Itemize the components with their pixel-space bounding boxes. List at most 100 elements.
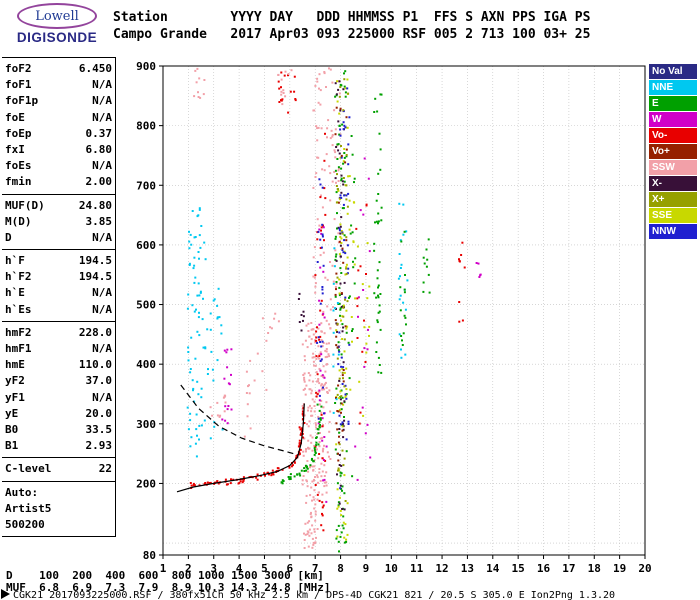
param-row: B0 33.5 bbox=[5, 422, 112, 438]
legend-label: SSE bbox=[652, 210, 673, 221]
legend-label: No Val bbox=[652, 66, 683, 77]
param-group: foF2 6.450 foF1 N/A foF1p N/A foE N/A foEp 0.37 fx… bbox=[2, 58, 115, 195]
param-value: 22 bbox=[98, 462, 112, 476]
param-label: foF2 bbox=[5, 62, 32, 75]
param-value: 20.0 bbox=[85, 406, 113, 420]
param-row: C-level 22 bbox=[5, 461, 112, 477]
param-label: h`F2 bbox=[5, 270, 32, 284]
legend-entry: X- bbox=[649, 176, 697, 191]
param-value: 24.80 bbox=[78, 198, 112, 212]
y-tick-label: 500 bbox=[136, 299, 156, 312]
param-label: C-level bbox=[5, 462, 52, 476]
x-tick-label: 1 bbox=[160, 562, 167, 575]
param-row: foE N/A bbox=[5, 110, 112, 126]
param-value: 2.93 bbox=[85, 439, 113, 453]
param-label: h`E bbox=[5, 286, 25, 300]
param-value: N/A bbox=[92, 110, 112, 124]
distance-row: D 100 200 400 600 800 1000 1500 3000 [km… bbox=[6, 569, 324, 582]
grid-layer bbox=[163, 65, 645, 555]
param-value: 3.85 bbox=[85, 214, 113, 228]
legend-label: Vo- bbox=[652, 130, 668, 141]
param-row: foF1p N/A bbox=[5, 93, 112, 109]
x-tick-label: 15 bbox=[512, 562, 525, 575]
axis-labels: 1 2 3 4 5 6 7 8 9 10 11 12 13 14 15 16 17 18 19 20900800700… bbox=[136, 60, 652, 575]
param-label: foF1p bbox=[5, 94, 39, 108]
param-label: foEs bbox=[5, 159, 32, 173]
param-label: yF2 bbox=[5, 374, 25, 388]
x-tick-label: 7 bbox=[312, 562, 319, 575]
param-label: h`F bbox=[5, 254, 25, 268]
param-value: 228.0 bbox=[78, 325, 112, 339]
legend-entry: NNW bbox=[649, 224, 697, 239]
param-group: h`F 194.5 h`F2 194.5 h`E N/A h`Es N/A bbox=[2, 250, 115, 322]
param-row: fmin 2.00 bbox=[5, 174, 112, 190]
param-value: N/A bbox=[92, 159, 112, 173]
param-row: h`F2 194.5 bbox=[5, 269, 112, 285]
param-label: fxI bbox=[5, 142, 25, 156]
param-label: Artist5 bbox=[5, 501, 52, 515]
param-row: Auto: bbox=[5, 485, 112, 501]
param-row: B1 2.93 bbox=[5, 438, 112, 454]
x-tick-label: 9 bbox=[363, 562, 370, 575]
x-tick-label: 5 bbox=[261, 562, 268, 575]
x-tick-label: 13 bbox=[461, 562, 474, 575]
y-tick-label: 400 bbox=[136, 358, 156, 371]
param-row: MUF(D) 24.80 bbox=[5, 198, 112, 214]
param-label: M(D) bbox=[5, 214, 32, 228]
y-tick-label: 200 bbox=[136, 477, 156, 490]
param-row: yE 20.0 bbox=[5, 406, 112, 422]
x-tick-label: 6 bbox=[287, 562, 294, 575]
x-tick-label: 17 bbox=[562, 562, 575, 575]
y-tick-label: 600 bbox=[136, 239, 156, 252]
x-tick-label: 20 bbox=[638, 562, 651, 575]
param-label: Auto: bbox=[5, 485, 39, 499]
param-value: 110.0 bbox=[78, 358, 112, 372]
y-tick-label: 300 bbox=[136, 418, 156, 431]
param-group: MUF(D) 24.80 M(D) 3.85 D N/A bbox=[2, 195, 115, 251]
param-row: foEp 0.37 bbox=[5, 126, 112, 142]
x-tick-label: 16 bbox=[537, 562, 551, 575]
legend-entry: SSE bbox=[649, 208, 697, 223]
param-value: 37.0 bbox=[85, 374, 113, 388]
x-tick-label: 3 bbox=[210, 562, 217, 575]
header-caption-line: Station YYYY DAY DDD HHMMSS P1 FFS S AXN… bbox=[113, 10, 591, 25]
param-group: Auto: Artist5 500200 bbox=[2, 482, 115, 538]
param-row: D N/A bbox=[5, 230, 112, 246]
logo-lowell-text: Lowell bbox=[35, 8, 79, 24]
param-label: yE bbox=[5, 406, 19, 420]
param-label: MUF(D) bbox=[5, 198, 45, 212]
transmission-curve bbox=[180, 384, 298, 456]
param-value: N/A bbox=[92, 230, 112, 244]
legend-label: E bbox=[652, 98, 659, 109]
param-value: N/A bbox=[92, 390, 112, 404]
param-value: 194.5 bbox=[78, 270, 112, 284]
param-label: B0 bbox=[5, 422, 19, 436]
legend-label: W bbox=[652, 114, 662, 125]
legend-label: NNE bbox=[652, 82, 674, 93]
param-label: hmE bbox=[5, 358, 25, 372]
param-row: h`F 194.5 bbox=[5, 253, 112, 269]
x-tick-label: 4 bbox=[236, 562, 243, 575]
x-tick-label: 8 bbox=[337, 562, 344, 575]
param-value: 194.5 bbox=[78, 254, 112, 268]
legend-label: NNW bbox=[652, 226, 676, 237]
param-row: yF2 37.0 bbox=[5, 373, 112, 389]
legend-entry: NNE bbox=[649, 80, 697, 95]
param-value: N/A bbox=[92, 342, 112, 355]
y-tick-label: 700 bbox=[136, 179, 156, 192]
param-row: hmF2 228.0 bbox=[5, 325, 112, 341]
param-value: 0.37 bbox=[85, 126, 113, 140]
param-row: foEs N/A bbox=[5, 158, 112, 174]
x-tick-label: 2 bbox=[185, 562, 192, 575]
param-row: hmF1 N/A bbox=[5, 341, 112, 357]
legend-entry: X+ bbox=[649, 192, 697, 207]
y-tick-label: 900 bbox=[136, 60, 156, 73]
param-label: foEp bbox=[5, 126, 32, 140]
param-row: fxI 6.80 bbox=[5, 142, 112, 158]
muf-row: MUF 6.8 6.9 7.3 7.9 8.9 10.3 14.3 24.8 [… bbox=[6, 581, 331, 594]
param-value: 6.80 bbox=[85, 142, 113, 156]
logo-digisonde-text: DIGISONDE bbox=[16, 30, 98, 45]
legend-entry: Vo+ bbox=[649, 144, 697, 159]
x-tick-label: 12 bbox=[435, 562, 448, 575]
